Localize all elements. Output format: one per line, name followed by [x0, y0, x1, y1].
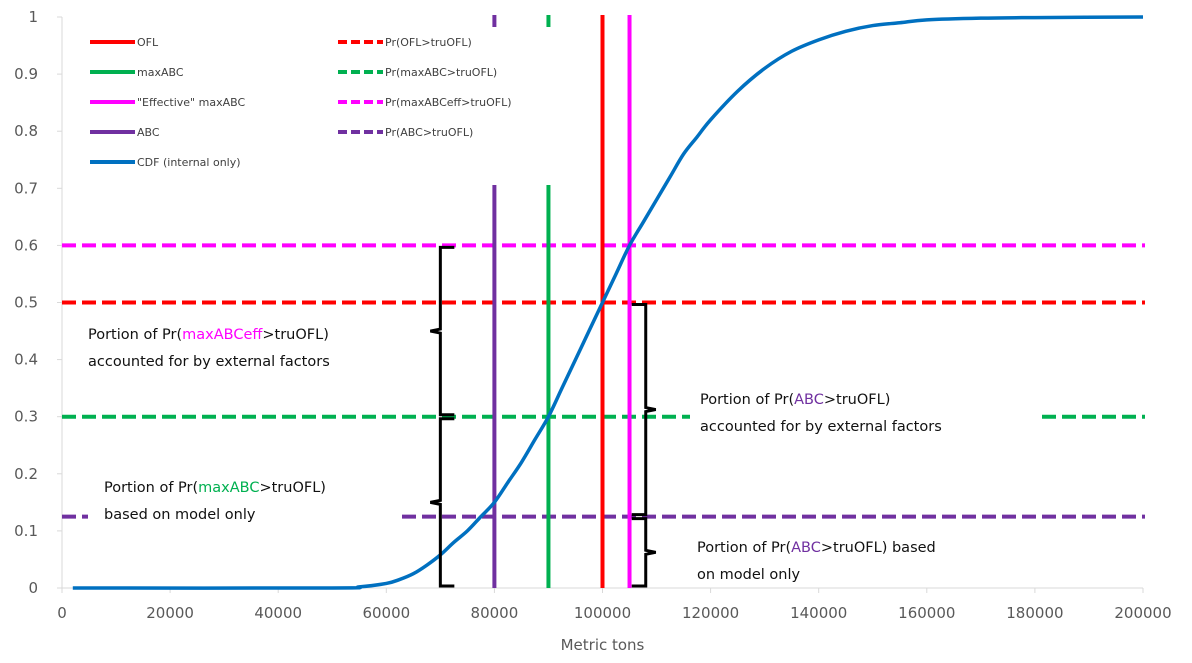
annotation-segment: on model only	[697, 567, 801, 583]
annotation-segment: accounted for by external factors	[700, 419, 942, 435]
legend-label: Pr(OFL>truOFL)	[385, 36, 472, 49]
annotation-segment: Portion of Pr(	[104, 480, 198, 496]
x-tick-label: 100000	[574, 604, 631, 622]
y-tick-label: 0.8	[14, 122, 38, 140]
braces-group	[430, 245, 657, 588]
x-tick-label: 20000	[146, 604, 194, 622]
annotation-text: Portion of Pr(maxABCeff>truOFL)	[88, 327, 329, 343]
legend-label: OFL	[137, 36, 159, 49]
axes-group: 0 0.1 0.2 0.3 0.4 0.5 0.6 0.7 0.8 0.9 1 0 20000 40000…	[14, 8, 1171, 622]
annotation-background	[688, 528, 1028, 584]
annotation-text: accounted for by external factors	[700, 419, 942, 435]
x-axis-title: Metric tons	[561, 636, 645, 654]
y-tick-label: 0.5	[14, 294, 38, 312]
brace-maxabceff-minus-maxabc	[430, 245, 455, 417]
annotation-segment: >truOFL)	[259, 480, 325, 496]
y-tick-label: 0.2	[14, 465, 38, 483]
annotation-segment: ABC	[794, 392, 824, 408]
y-tick-label: 0.3	[14, 408, 38, 426]
legend-background	[68, 27, 588, 185]
x-tick-label: 60000	[362, 604, 410, 622]
x-tick-label: 40000	[254, 604, 302, 622]
annotation-segment: maxABCeff	[182, 327, 263, 343]
cdf-curve	[72, 15, 1144, 590]
annotation-text: on model only	[697, 567, 801, 583]
annotation-segment: ABC	[791, 540, 821, 556]
annotation-segment: >truOFL)	[262, 327, 328, 343]
x-tick-label: 140000	[790, 604, 847, 622]
legend-label: CDF (internal only)	[137, 156, 241, 169]
annotations-group: Portion of Pr(maxABCeff>truOFL)accounted…	[78, 318, 1040, 584]
x-tick-label: 120000	[682, 604, 739, 622]
brace-abc-model-brace	[631, 517, 657, 588]
legend-label: ABC	[137, 126, 160, 139]
annotation-segment: Portion of Pr(	[88, 327, 182, 343]
x-tick-label: 180000	[1006, 604, 1063, 622]
annotation-background	[88, 470, 398, 526]
annotation-text: Portion of Pr(maxABC>truOFL)	[104, 480, 326, 496]
y-tick-label: 0.9	[14, 65, 38, 83]
legend-label: Pr(maxABC>truOFL)	[385, 66, 497, 79]
legend-label: maxABC	[137, 66, 184, 79]
annotation-segment: Portion of Pr(	[700, 392, 794, 408]
annotation-segment: Portion of Pr(	[697, 540, 791, 556]
x-tick-label: 200000	[1114, 604, 1171, 622]
y-tick-label: 0.4	[14, 351, 38, 369]
annotation-background	[78, 318, 388, 374]
annotation-text: Portion of Pr(ABC>truOFL)	[700, 392, 890, 408]
annotation-segment: maxABC	[198, 480, 259, 496]
y-tick-label: 0.6	[14, 236, 38, 254]
annotation-segment: >truOFL) based	[821, 540, 936, 556]
annotation-segment: accounted for by external factors	[88, 354, 330, 370]
annotation-text: based on model only	[104, 507, 256, 523]
x-tick-label: 0	[57, 604, 67, 622]
y-tick-label: 0.1	[14, 522, 38, 540]
annotation-text: accounted for by external factors	[88, 354, 330, 370]
annotation-segment: based on model only	[104, 507, 256, 523]
cdf-group	[72, 15, 1144, 590]
legend-label: Pr(ABC>truOFL)	[385, 126, 473, 139]
x-tick-label: 160000	[898, 604, 955, 622]
brace-maxabc-model-brace	[430, 417, 455, 588]
annotation-text: Portion of Pr(ABC>truOFL) based	[697, 540, 936, 556]
brace-abc-external-brace	[631, 303, 657, 517]
legend-label: Pr(maxABCeff>truOFL)	[385, 96, 512, 109]
y-tick-label: 0	[28, 579, 38, 597]
legend: OFL maxABC "Effective" maxABC ABC CDF (inter…	[68, 27, 588, 185]
legend-label: "Effective" maxABC	[137, 96, 245, 109]
y-tick-label: 0.7	[14, 179, 38, 197]
y-tick-label: 1	[28, 8, 38, 26]
x-tick-label: 80000	[471, 604, 519, 622]
annotation-background	[690, 382, 1040, 438]
annotation-segment: >truOFL)	[824, 392, 890, 408]
